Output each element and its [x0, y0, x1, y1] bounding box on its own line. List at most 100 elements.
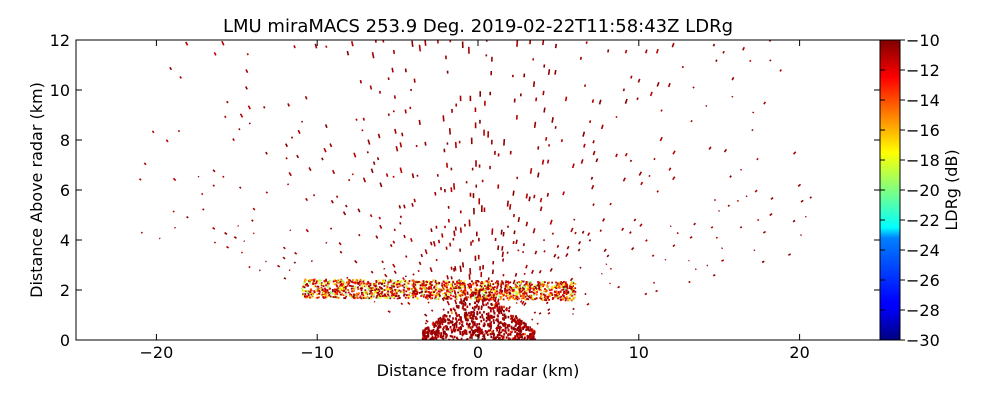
- clutter-gate: [496, 307, 499, 310]
- clutter-gate: [512, 328, 515, 331]
- melting-layer-gate: [541, 283, 544, 286]
- radar-gate: [645, 239, 648, 242]
- melting-layer-gate: [481, 290, 484, 293]
- melting-layer-gate: [433, 286, 436, 289]
- radar-gate: [459, 265, 462, 273]
- melting-layer-gate: [359, 295, 362, 298]
- melting-layer-gate: [492, 283, 495, 286]
- melting-layer-gate: [344, 297, 347, 300]
- melting-layer-gate: [336, 295, 339, 298]
- melting-layer-gate: [403, 279, 405, 282]
- radar-gate: [617, 285, 621, 289]
- melting-layer-gate: [344, 291, 347, 294]
- melting-layer-gate: [431, 294, 434, 297]
- clutter-gate: [438, 319, 440, 322]
- radar-gate: [587, 232, 591, 237]
- radar-gate: [403, 204, 406, 209]
- x-tick-label: −10: [300, 343, 334, 362]
- clutter-gate: [451, 335, 454, 338]
- melting-layer-gate: [496, 290, 498, 293]
- clutter-gate: [532, 337, 535, 340]
- radar-gate: [756, 157, 759, 161]
- x-tick-label: −20: [140, 343, 174, 362]
- clutter-gate: [487, 329, 490, 332]
- melting-layer-gate: [341, 292, 344, 295]
- clutter-gate: [497, 324, 500, 328]
- melting-layer-gate: [475, 281, 478, 284]
- clutter-gate: [471, 329, 474, 333]
- clutter-gate: [435, 331, 438, 335]
- radar-gate: [381, 260, 384, 264]
- clutter-gate: [483, 338, 486, 340]
- melting-layer-gate: [457, 280, 460, 283]
- clutter-gate: [533, 332, 536, 335]
- melting-layer-gate: [350, 293, 353, 296]
- melting-layer-gate: [520, 297, 523, 300]
- clutter-gate: [516, 335, 519, 338]
- melting-layer-gate: [533, 298, 536, 301]
- colorbar-tick-label: −18: [906, 151, 940, 170]
- melting-layer-gate: [461, 283, 464, 286]
- melting-layer-gate: [354, 285, 357, 288]
- melting-layer-gate: [470, 290, 473, 293]
- radar-gate: [792, 151, 797, 155]
- radar-gate: [752, 111, 755, 114]
- clutter-gate: [494, 336, 497, 340]
- melting-layer-gate: [481, 282, 484, 285]
- melting-layer-gate: [523, 292, 525, 295]
- radar-gate: [403, 234, 406, 239]
- melting-layer-gate: [412, 282, 415, 285]
- melting-layer-gate: [514, 283, 517, 286]
- melting-layer-gate: [449, 294, 452, 297]
- melting-layer-gate: [412, 291, 415, 294]
- melting-layer-gate: [462, 292, 464, 295]
- clutter-gate: [497, 326, 500, 329]
- radar-gate: [809, 196, 812, 199]
- clutter-gate: [500, 338, 503, 340]
- melting-layer-gate: [405, 290, 408, 293]
- radar-gate: [541, 159, 545, 165]
- clutter-gate: [446, 333, 448, 337]
- clutter-gate: [471, 311, 474, 314]
- melting-layer-gate: [393, 285, 396, 288]
- clutter-gate: [460, 327, 463, 330]
- melting-layer-gate: [310, 289, 313, 292]
- melting-layer-gate: [405, 286, 408, 288]
- radar-gate: [653, 281, 656, 284]
- radar-gate: [570, 227, 574, 233]
- radar-gate: [379, 182, 383, 188]
- radar-gate: [367, 139, 371, 145]
- melting-layer-gate: [527, 286, 530, 289]
- melting-layer-gate: [447, 293, 450, 296]
- clutter-gate: [445, 325, 448, 328]
- melting-layer-gate: [375, 280, 378, 282]
- radar-gate: [177, 129, 181, 133]
- radar-gate: [395, 146, 399, 152]
- melting-layer-gate: [454, 291, 456, 294]
- melting-layer-gate: [550, 288, 553, 291]
- melting-layer-gate: [430, 286, 432, 288]
- clutter-gate: [466, 317, 469, 321]
- melting-layer-gate: [375, 284, 377, 287]
- radar-gate: [712, 43, 716, 47]
- melting-layer-gate: [357, 293, 360, 296]
- melting-layer-gate: [553, 285, 556, 287]
- clutter-gate: [434, 336, 436, 340]
- clutter-gate: [523, 324, 526, 328]
- melting-layer-gate: [570, 293, 573, 296]
- radar-gate: [233, 236, 237, 239]
- melting-layer-gate: [413, 292, 416, 295]
- melting-layer-gate: [530, 291, 533, 293]
- melting-layer-gate: [558, 281, 561, 284]
- melting-layer-gate: [320, 286, 323, 289]
- melting-layer-gate: [527, 298, 530, 301]
- clutter-gate: [476, 311, 479, 314]
- clutter-gate: [484, 297, 486, 300]
- melting-layer-gate: [553, 293, 556, 296]
- clutter-gate: [467, 326, 470, 330]
- radar-gate: [289, 229, 292, 232]
- radar-gate: [446, 275, 449, 280]
- clutter-gate: [490, 330, 493, 333]
- melting-layer-gate: [569, 285, 571, 288]
- clutter-gate: [478, 332, 481, 335]
